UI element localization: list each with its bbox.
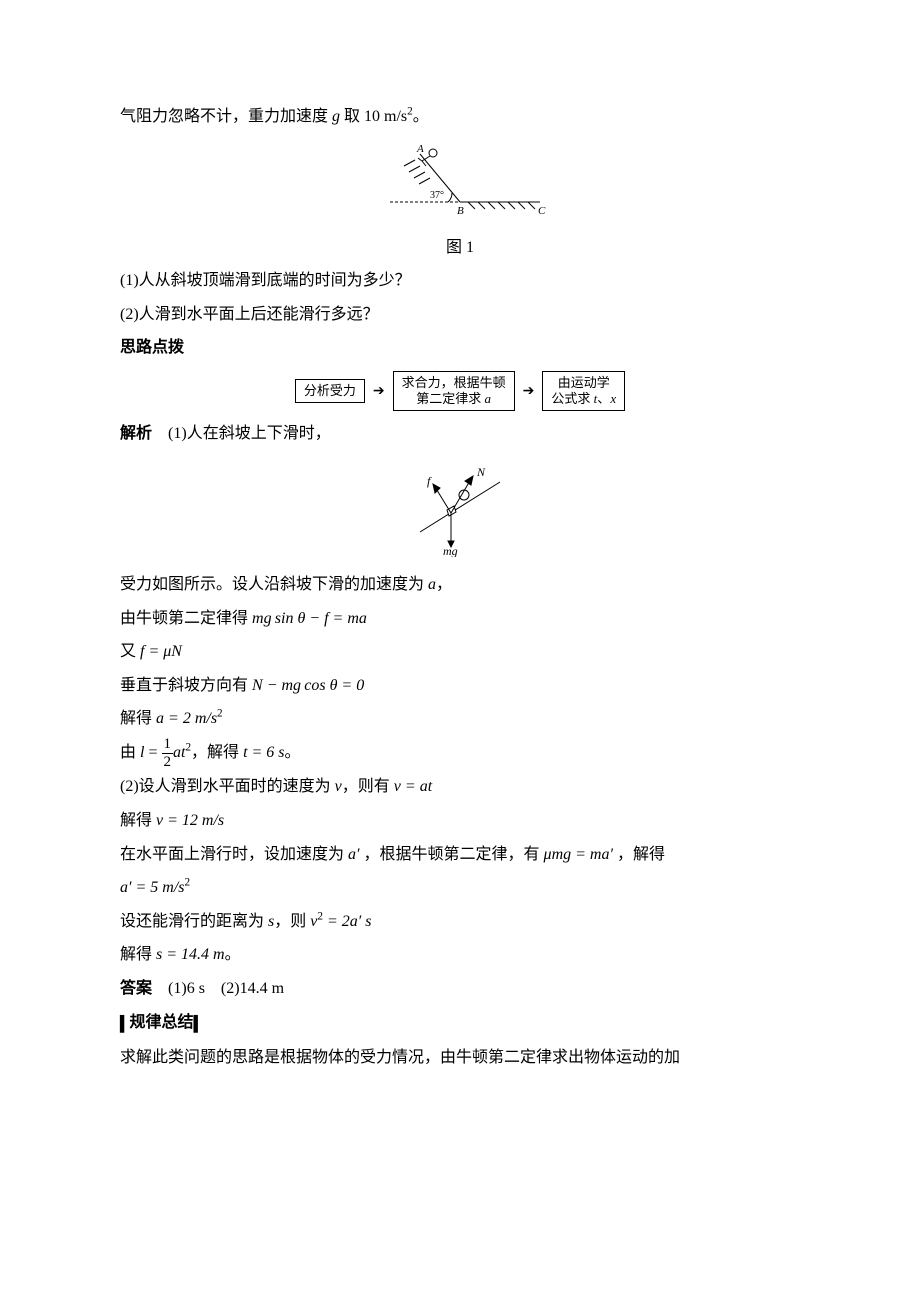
summary-head: 规律总结: [130, 1014, 194, 1031]
label-angle: 37°: [430, 190, 444, 201]
var-g: g: [332, 108, 340, 125]
sol-k-eq: a′ = 5 m/s: [120, 879, 185, 896]
sol-e-pre: 垂直于斜坡方向有: [120, 677, 252, 694]
solution-line-f: 解得 a = 2 m/s2: [120, 702, 800, 736]
flow3a: 由运动学: [558, 375, 610, 390]
solution-line-j: 在水平面上滑行时，设加速度为 a′ ，根据牛顿第二定律，有 μmg = ma′ …: [120, 838, 800, 872]
solution-line-m: 解得 s = 14.4 m。: [120, 938, 800, 972]
intro-line: 气阻力忽略不计，重力加速度 g 取 10 m/s2。: [120, 100, 800, 134]
sol-g-post1: ，解得: [191, 744, 243, 761]
sol-k-sup: 2: [185, 877, 191, 889]
sol-g-eq: =: [144, 744, 161, 761]
solution-line-i: 解得 v = 12 m/s: [120, 804, 800, 838]
question-2: (2)人滑到水平面上后还能滑行多远？: [120, 298, 800, 332]
fbd-f: f: [427, 474, 432, 488]
sol-m-post: 。: [225, 946, 241, 963]
sol-j-eq: μmg = ma′: [544, 846, 613, 863]
sol-b-post: ，: [436, 576, 452, 593]
answer-line: 答案 (1)6 s (2)14.4 m: [120, 972, 800, 1006]
sol-b-a: a: [428, 576, 436, 593]
sol-m-pre: 解得: [120, 946, 156, 963]
sol-i-pre: 解得: [120, 812, 156, 829]
sol-g-t: t = 6 s: [243, 744, 284, 761]
fraction-half: 12: [162, 736, 174, 770]
figure-1-caption: 图 1: [120, 231, 800, 265]
sol-f-sup: 2: [217, 708, 223, 720]
sol-i-eq: v = 12 m/s: [156, 812, 224, 829]
flow3b-sep: 、: [597, 391, 610, 406]
question-1: (1)人从斜坡顶端滑到底端的时间为多少？: [120, 264, 800, 298]
sol-a1: (1)人在斜坡上下滑时，: [168, 425, 331, 442]
flow-node-3: 由运动学 公式求 t、x: [542, 371, 625, 412]
fbd-mg: mg: [443, 544, 458, 557]
bar-right-icon: ▍: [194, 1010, 204, 1042]
sol-f-pre: 解得: [120, 710, 156, 727]
fbd-N: N: [476, 465, 486, 479]
sol-f-eq: a = 2 m/s: [156, 710, 217, 727]
intro-mid: 取 10 m/s: [340, 108, 407, 125]
summary-body: 求解此类问题的思路是根据物体的受力情况，由牛顿第二定律求出物体运动的加: [120, 1041, 800, 1075]
arrow-icon: ➔: [521, 383, 537, 400]
sol-l-post: = 2a′ s: [323, 913, 372, 930]
intro-pre: 气阻力忽略不计，重力加速度: [120, 108, 332, 125]
solution-line-g: 由 l = 12at2，解得 t = 6 s。: [120, 736, 800, 770]
sol-c-eq: mg sin θ − f = ma: [252, 610, 367, 627]
solution-line-b: 受力如图所示。设人沿斜坡下滑的加速度为 a，: [120, 568, 800, 602]
label-C: C: [538, 205, 546, 217]
flow2a: 求合力，根据牛顿: [402, 375, 506, 390]
flow-node-2: 求合力，根据牛顿 第二定律求 a: [393, 371, 515, 412]
solution-line-h: (2)设人滑到水平面时的速度为 v，则有 v = at: [120, 770, 800, 804]
flow2b-pre: 第二定律求: [416, 391, 484, 406]
page: 气阻力忽略不计，重力加速度 g 取 10 m/s 2 。: [0, 0, 920, 1302]
solution-head: 解析: [120, 425, 152, 442]
answer-body: (1)6 s (2)14.4 m: [168, 980, 284, 997]
sol-g-pre: 由: [120, 744, 140, 761]
sol-d-pre: 又: [120, 643, 140, 660]
frac-den: 2: [162, 754, 174, 771]
sol-g-post2: 。: [285, 744, 301, 761]
sol-l-mid: ，则: [274, 913, 310, 930]
sol-h-post: ，则有: [342, 778, 394, 795]
fbd-svg: f N mg: [405, 457, 515, 557]
label-A: A: [416, 143, 424, 155]
sol-d-eq: f = μN: [140, 643, 182, 660]
bar-left-icon: ▍: [120, 1010, 130, 1042]
solution-line-k: a′ = 5 m/s2: [120, 871, 800, 905]
flow2b-a: a: [485, 391, 492, 406]
sol-b-pre: 受力如图所示。设人沿斜坡下滑的加速度为: [120, 576, 428, 593]
sol-h-v: v: [335, 778, 342, 795]
solution-line-c: 由牛顿第二定律得 mg sin θ − f = ma: [120, 602, 800, 636]
sol-h-pre: (2)设人滑到水平面时的速度为: [120, 778, 335, 795]
intro-post: 。: [413, 108, 429, 125]
figure-1: A 37° B C: [120, 140, 800, 225]
label-B: B: [457, 205, 464, 217]
sol-c-pre: 由牛顿第二定律得: [120, 610, 252, 627]
sol-j-a: a′: [348, 846, 360, 863]
flow3b-x: x: [610, 391, 616, 406]
sol-j-pre: 在水平面上滑行时，设加速度为: [120, 846, 348, 863]
sol-m-eq: s = 14.4 m: [156, 946, 225, 963]
sol-j-mid: ，根据牛顿第二定律，有: [360, 846, 544, 863]
flow-node-1: 分析受力: [295, 379, 365, 403]
solution-line-l: 设还能滑行的距离为 s，则 v2 = 2a′ s: [120, 905, 800, 939]
flow3b-pre: 公式求: [551, 391, 593, 406]
answer-head: 答案: [120, 980, 152, 997]
hint-heading: 思路点拨: [120, 331, 800, 365]
frac-num: 1: [162, 736, 174, 754]
arrow-icon: ➔: [371, 383, 387, 400]
sol-l-pre: 设还能滑行的距离为: [120, 913, 268, 930]
free-body-diagram: f N mg: [120, 457, 800, 562]
sol-h-eq: v = at: [394, 778, 432, 795]
sol-g-at: at: [173, 744, 185, 761]
solution-line-e: 垂直于斜坡方向有 N − mg cos θ = 0: [120, 669, 800, 703]
solution-line-1: 解析 (1)人在斜坡上下滑时，: [120, 417, 800, 451]
flowchart: 分析受力 ➔ 求合力，根据牛顿 第二定律求 a ➔ 由运动学 公式求 t、x: [120, 371, 800, 412]
sol-e-eq: N − mg cos θ = 0: [252, 677, 364, 694]
sol-j-post: ，解得: [613, 846, 665, 863]
incline-diagram: A 37° B C: [360, 140, 560, 220]
summary-heading-line: ▍规律总结▍: [120, 1006, 800, 1042]
solution-line-d: 又 f = μN: [120, 635, 800, 669]
